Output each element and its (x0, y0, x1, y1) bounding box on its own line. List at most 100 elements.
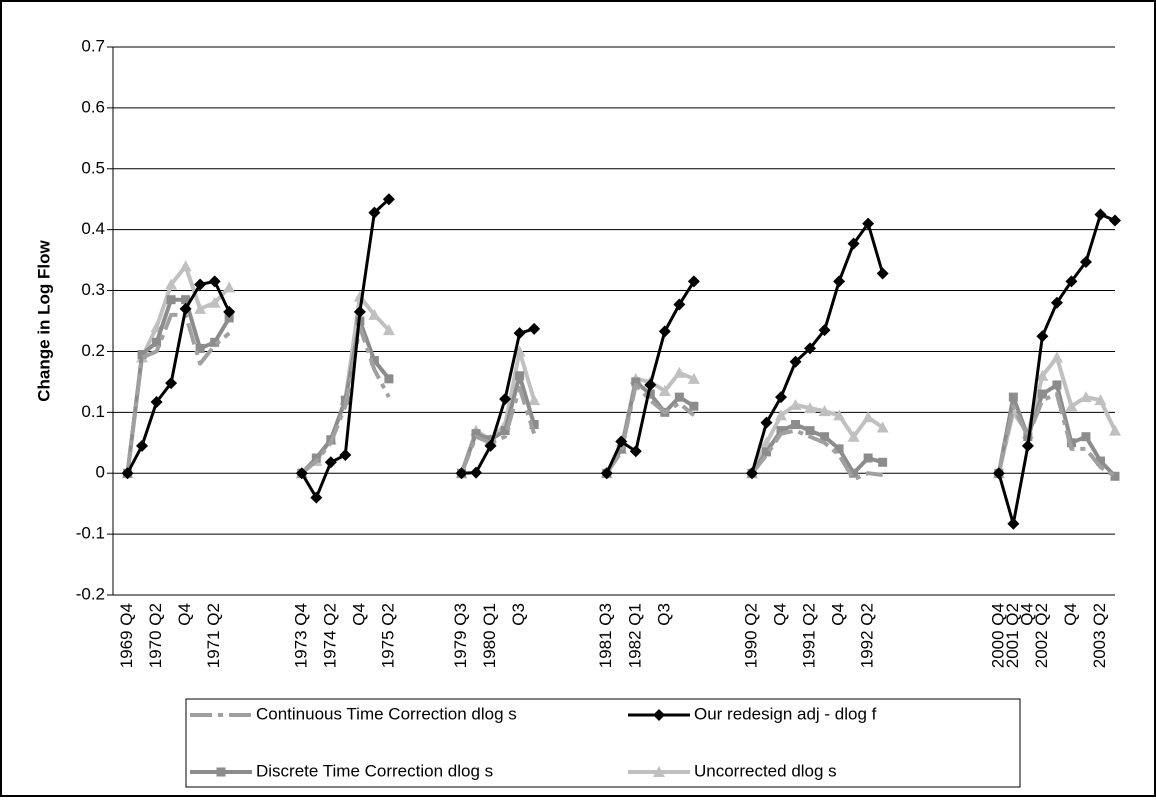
marker (529, 420, 539, 430)
marker (208, 275, 221, 288)
marker (992, 467, 1005, 480)
marker (687, 275, 700, 288)
marker (368, 206, 381, 219)
marker (216, 767, 226, 777)
marker (644, 378, 657, 391)
marker (223, 281, 236, 293)
marker (1095, 456, 1105, 466)
marker (121, 467, 134, 480)
marker (1052, 380, 1062, 390)
marker (1081, 432, 1091, 442)
marker (849, 468, 859, 478)
y-tick-label: 0.7 (81, 36, 105, 55)
x-tick-label: 1975 Q2 (378, 603, 397, 668)
marker (600, 467, 613, 480)
x-tick-label: 1981 Q3 (596, 603, 615, 668)
marker (152, 337, 162, 347)
marker (1079, 391, 1092, 403)
marker (484, 439, 497, 452)
marker (804, 342, 817, 355)
y-tick-label: 0.1 (81, 402, 105, 421)
marker (1007, 517, 1020, 530)
marker (295, 467, 308, 480)
marker (876, 267, 889, 280)
marker (1050, 351, 1063, 363)
marker (1109, 214, 1121, 227)
marker (1037, 389, 1047, 399)
marker (384, 374, 394, 384)
series-0 (125, 312, 1117, 482)
marker (1109, 424, 1121, 436)
marker (455, 467, 468, 480)
marker (674, 392, 684, 402)
marker (486, 435, 496, 445)
x-tick-label: Q3 (509, 603, 528, 626)
legend-box (185, 698, 1021, 788)
marker (789, 399, 802, 411)
marker (631, 377, 641, 387)
marker (369, 356, 379, 366)
marker (847, 237, 860, 250)
marker (353, 305, 366, 318)
marker (789, 355, 802, 368)
marker (224, 313, 234, 323)
marker (166, 295, 176, 305)
marker (804, 402, 817, 414)
marker (863, 453, 873, 463)
marker (818, 324, 831, 337)
x-tick-label: 1991 Q2 (800, 603, 819, 668)
x-tick-label: 1969 Q4 (117, 603, 136, 668)
marker (847, 430, 860, 442)
x-tick-label: 1979 Q3 (451, 603, 470, 668)
marker (833, 275, 846, 288)
marker (194, 302, 207, 314)
y-tick-label: -0.2 (76, 584, 105, 603)
marker (368, 308, 381, 320)
marker (1008, 392, 1018, 402)
marker (194, 278, 207, 291)
marker (499, 392, 512, 405)
marker (775, 391, 787, 404)
marker (658, 325, 671, 338)
legend-label: Uncorrected dlog s (694, 761, 837, 780)
marker (181, 295, 191, 305)
marker (165, 278, 178, 290)
marker (528, 322, 541, 335)
marker (761, 447, 771, 457)
marker (208, 296, 221, 308)
y-tick-label: 0.4 (81, 219, 105, 238)
y-tick-label: 0.2 (81, 341, 105, 360)
marker (179, 302, 192, 315)
marker (210, 337, 220, 347)
marker (471, 429, 481, 439)
marker (1036, 330, 1049, 343)
legend-label: Our redesign adj - dlog f (694, 704, 877, 723)
marker (862, 411, 875, 423)
marker (745, 467, 758, 480)
marker (653, 766, 665, 777)
marker (1065, 400, 1078, 412)
marker (1079, 255, 1092, 268)
marker (310, 491, 323, 504)
series-1 (121, 193, 1121, 530)
marker (645, 389, 655, 399)
marker (1110, 471, 1120, 481)
marker (673, 298, 686, 311)
y-tick-label: -0.1 (76, 524, 105, 543)
x-tick-label: Q3 (654, 603, 673, 626)
x-tick-label: 1992 Q2 (858, 603, 877, 668)
marker (195, 343, 205, 353)
marker (791, 420, 801, 430)
marker (673, 366, 686, 378)
marker (805, 426, 815, 436)
legend-label: Continuous Time Correction dlog s (256, 704, 517, 723)
y-tick-label: 0.5 (81, 158, 105, 177)
x-tick-label: 1974 Q2 (320, 603, 339, 668)
marker (1094, 394, 1107, 406)
marker (382, 324, 395, 336)
marker (136, 439, 149, 452)
marker (629, 445, 642, 458)
x-tick-label: Q4 (349, 603, 368, 626)
